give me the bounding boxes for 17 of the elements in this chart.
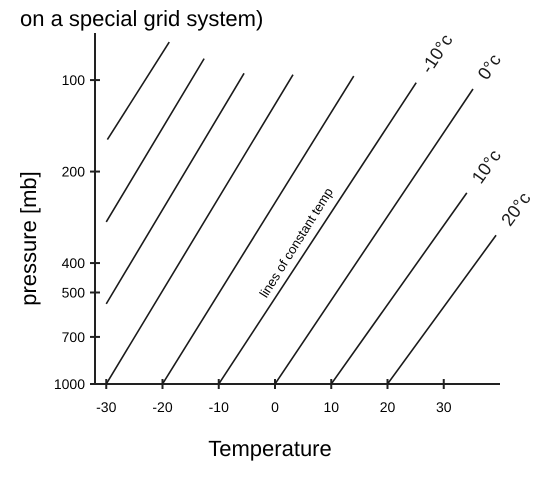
x-tick-label: -10 <box>208 399 230 415</box>
y-tick-label: 1000 <box>54 376 86 392</box>
y-tick-label: 100 <box>62 72 86 88</box>
x-tick-label: 30 <box>436 399 452 415</box>
text: 0°c <box>474 50 505 84</box>
x-tick-label: -30 <box>96 399 117 415</box>
y-tick-label: 500 <box>62 284 86 301</box>
y-axis-title: pressure [mb] <box>16 171 41 306</box>
y-tick-label: 700 <box>62 328 86 345</box>
y-tick-label: 200 <box>62 164 86 180</box>
y-tick-label: 400 <box>62 255 86 272</box>
x-tick-label: 20 <box>380 399 396 415</box>
x-tick-label: 0 <box>271 399 280 415</box>
x-axis-title: Temperature <box>208 436 332 461</box>
chart-title: on a special grid system) <box>20 6 264 31</box>
x-tick-label: -20 <box>152 399 173 415</box>
x-tick-label: 10 <box>323 399 340 415</box>
